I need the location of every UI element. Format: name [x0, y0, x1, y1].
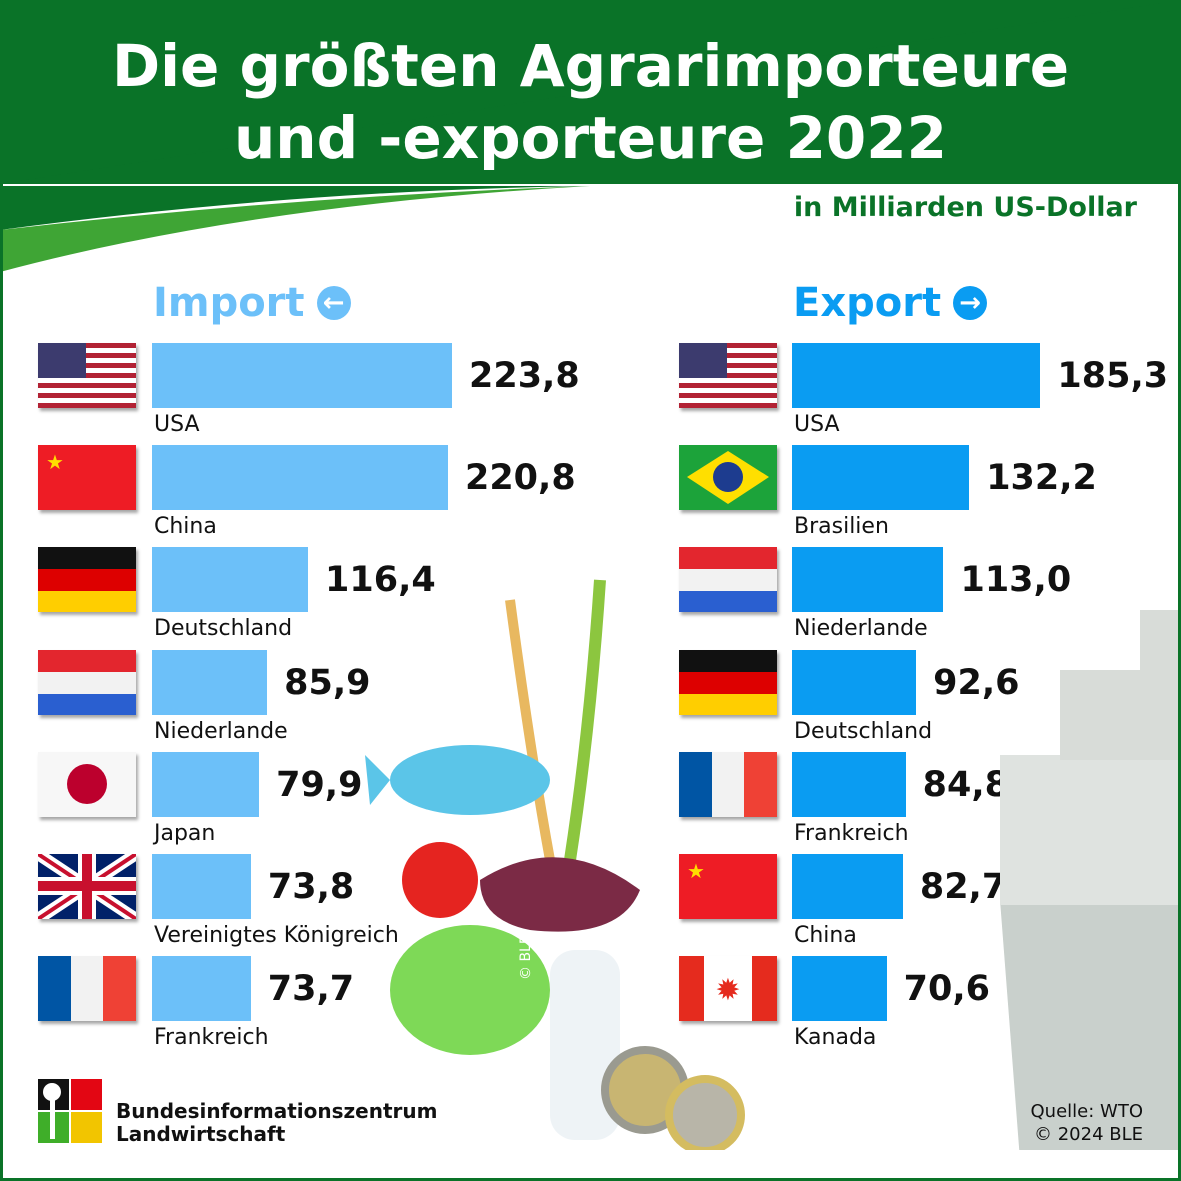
- country-label: China: [154, 514, 217, 540]
- import-heading: Import ←: [153, 280, 351, 326]
- flag-cn-icon: ★: [679, 854, 777, 919]
- bar-export: [792, 649, 917, 715]
- flag-cn-icon: ★: [38, 445, 136, 511]
- lettuce-icon: [390, 925, 550, 1055]
- bar-export: [792, 547, 944, 613]
- bar-export: [792, 956, 887, 1022]
- bar-import: [152, 956, 251, 1022]
- bar-export: [792, 445, 970, 511]
- svg-text:✹: ✹: [715, 973, 740, 1008]
- bar-import: [152, 751, 260, 817]
- value-label: 73,7: [267, 969, 355, 1010]
- flag-br-icon: [679, 445, 777, 511]
- export-heading: Export →: [793, 280, 988, 326]
- value-label: 92,6: [933, 662, 1020, 703]
- flag-ca-icon: ✹: [679, 956, 777, 1022]
- country-label: Japan: [154, 820, 216, 846]
- country-label: Kanada: [794, 1025, 877, 1051]
- fish-icon: [390, 745, 550, 815]
- coin-icon: [665, 1075, 745, 1150]
- country-label: USA: [154, 412, 200, 437]
- flag-fr-icon: [679, 751, 777, 817]
- flag-nl-icon: [38, 649, 136, 715]
- value-label: 132,2: [986, 458, 1097, 499]
- value-label: 82,7: [919, 867, 1007, 907]
- bar-import: [152, 445, 448, 511]
- country-label: Frankreich: [794, 820, 909, 846]
- bar-export: [792, 343, 1041, 408]
- country-label: China: [794, 923, 857, 948]
- flag-de-icon: [38, 547, 136, 613]
- value-label: 84,8: [922, 764, 1010, 805]
- source-note: Quelle: WTO © 2024 BLE: [1030, 1101, 1143, 1145]
- ship-icon: [1000, 610, 1180, 1150]
- bzl-logo: [38, 1079, 102, 1143]
- country-label: Vereinigtes Königreich: [154, 923, 399, 948]
- value-label: 113,0: [960, 560, 1072, 601]
- bar-export: [792, 751, 906, 817]
- illustration: © BLE: [365, 579, 1180, 1150]
- flag-nl-icon: [679, 547, 777, 613]
- flag-gb-icon: [38, 854, 136, 919]
- country-label: Brasilien: [794, 514, 889, 540]
- arrow-left-icon: ←: [316, 286, 351, 320]
- flag-us-icon: [38, 343, 136, 408]
- country-label: Frankreich: [154, 1025, 269, 1051]
- wheat-icon: [505, 579, 606, 861]
- value-label: 220,8: [464, 458, 576, 499]
- flag-de-icon: [679, 649, 777, 715]
- flag-jp-icon: [38, 751, 136, 817]
- flag-fr-icon: [38, 956, 136, 1022]
- country-label: Niederlande: [794, 616, 928, 642]
- value-label: 79,9: [276, 764, 363, 805]
- country-label: Niederlande: [154, 718, 288, 744]
- country-label: Deutschland: [794, 718, 933, 744]
- bar-import: [152, 854, 251, 919]
- arrow-right-icon: →: [953, 286, 988, 320]
- bar-export: [792, 854, 903, 919]
- value-label: 85,9: [284, 662, 371, 703]
- value-label: 223,8: [469, 356, 580, 396]
- value-label: 116,4: [325, 560, 436, 601]
- flag-us-icon: [679, 343, 777, 408]
- svg-text:★: ★: [46, 450, 64, 474]
- bar-import: [152, 547, 309, 613]
- country-label: USA: [794, 412, 840, 437]
- svg-text:★: ★: [687, 859, 705, 883]
- meat-icon: [480, 857, 640, 932]
- country-label: Deutschland: [154, 616, 293, 642]
- svg-text:© BLE: © BLE: [518, 935, 534, 980]
- logo-text: Bundesinformationszentrum Landwirtschaft: [116, 1099, 438, 1146]
- value-label: 73,8: [267, 867, 355, 907]
- value-label: 70,6: [903, 969, 990, 1010]
- header-banner: [0, 0, 1181, 272]
- value-label: 185,3: [1057, 356, 1169, 396]
- bar-import: [152, 343, 452, 408]
- page-title: Die größten Agrarimporteure und -exporteu…: [111, 32, 1070, 172]
- tomato-icon: [402, 842, 478, 918]
- unit-label: in Milliarden US-Dollar: [793, 192, 1137, 223]
- bar-import: [152, 649, 268, 715]
